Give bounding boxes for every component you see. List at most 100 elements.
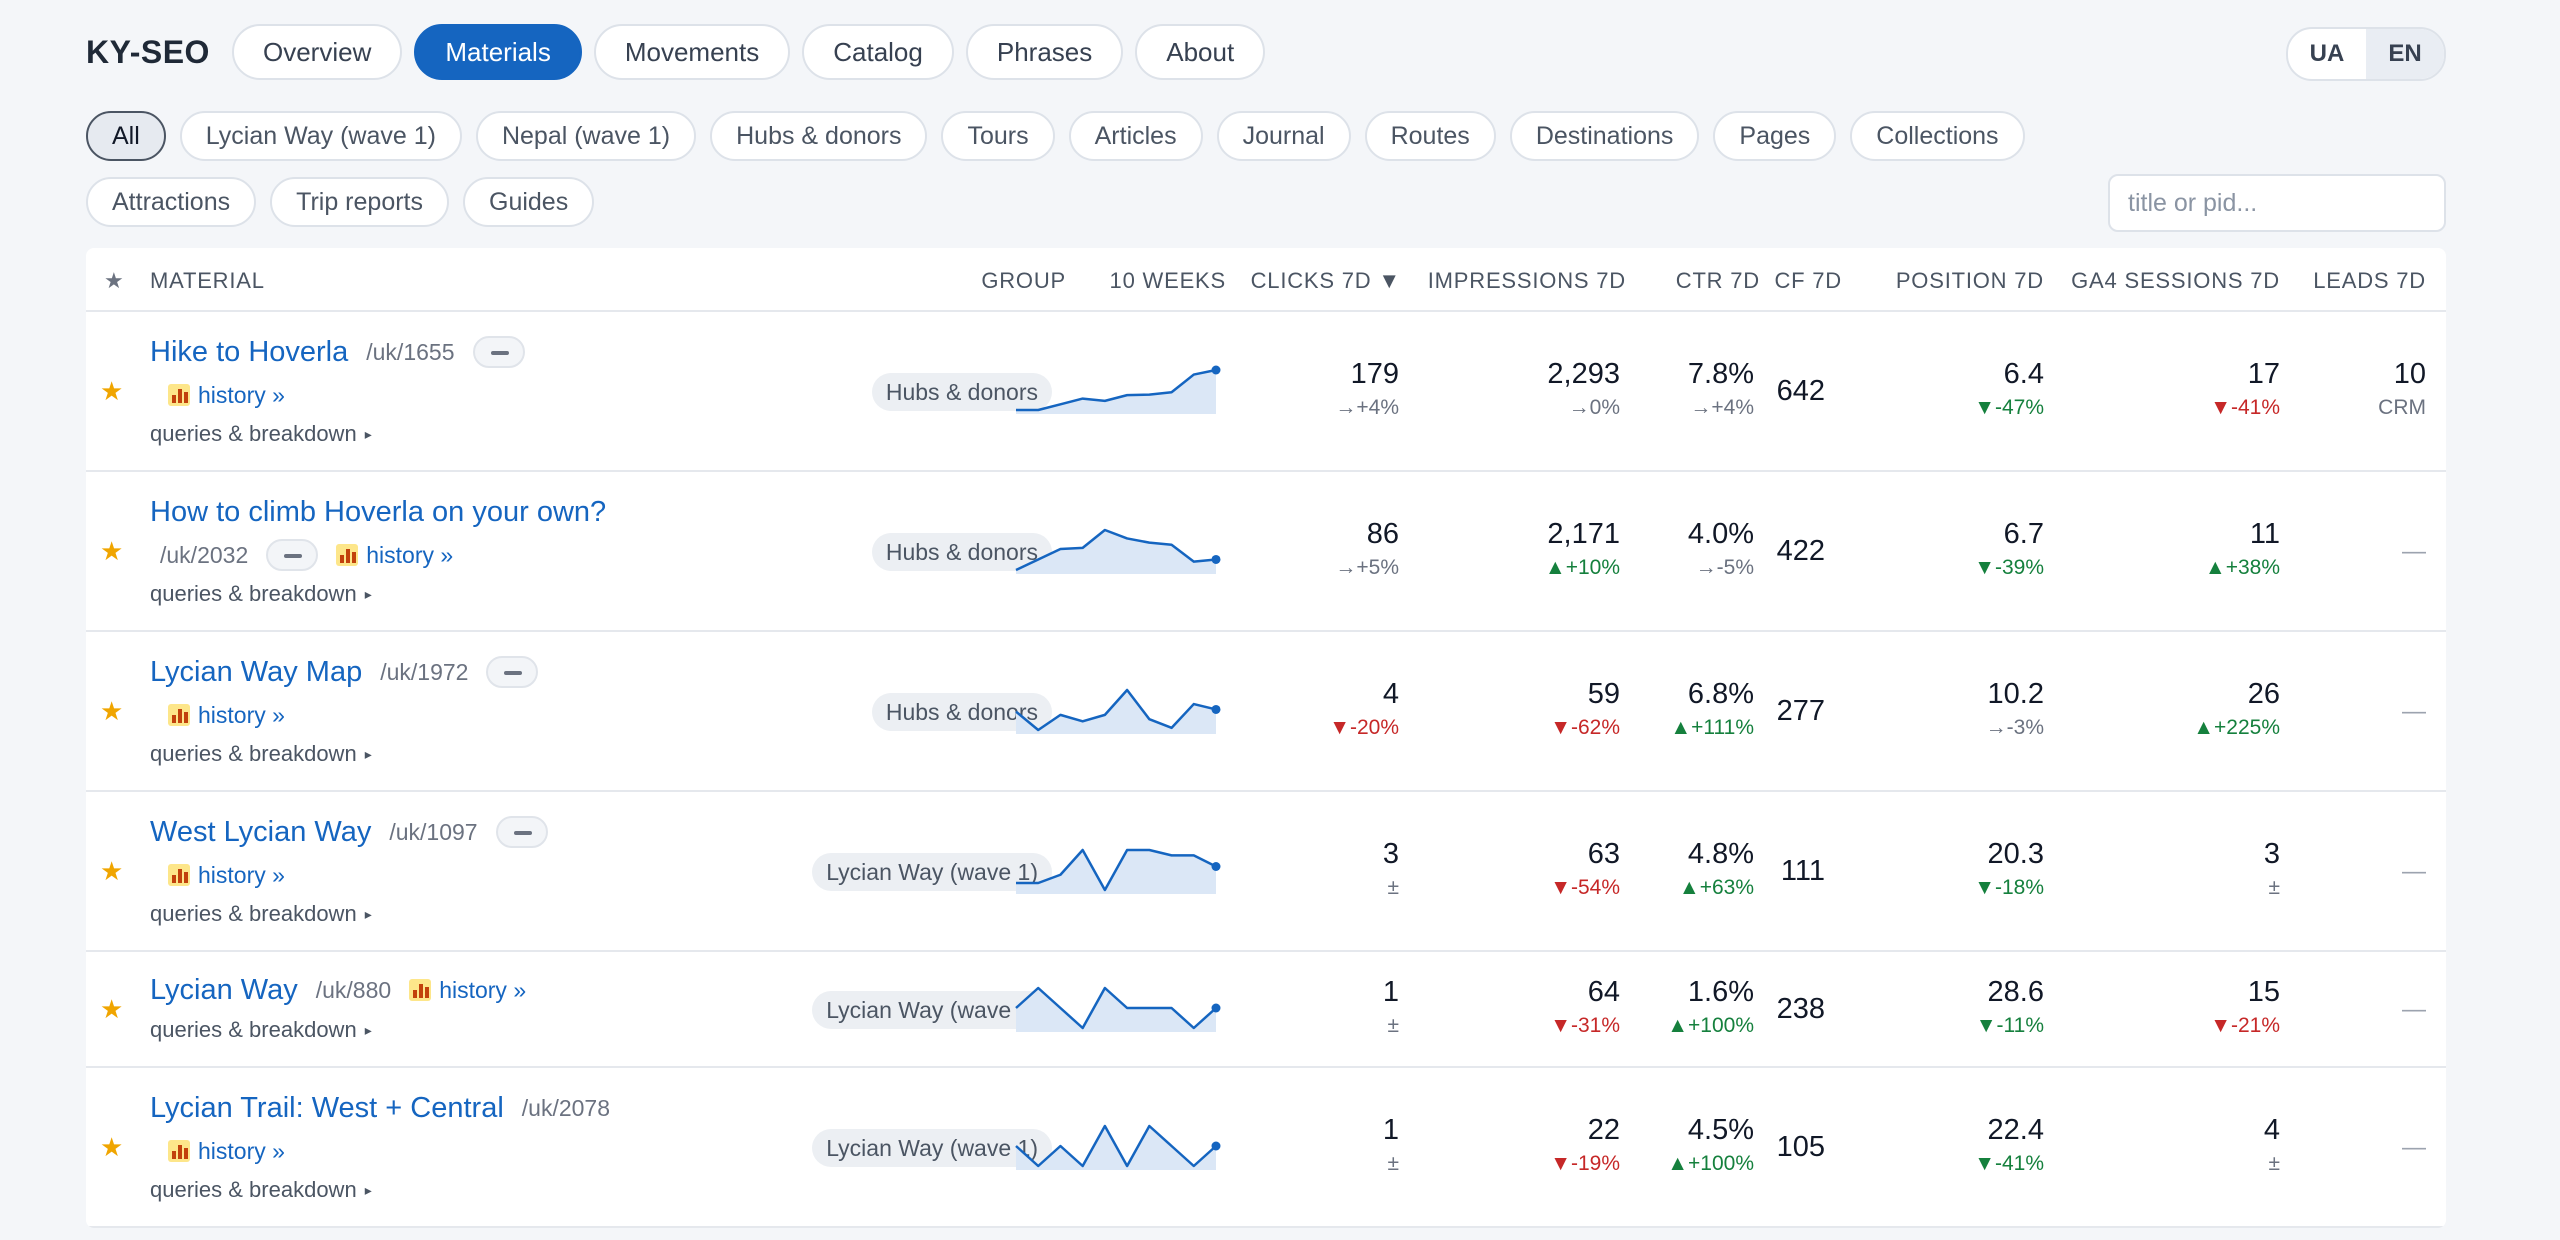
filter-chip[interactable]: Trip reports [270,177,449,227]
material-title-link[interactable]: Lycian Trail: West + Central [150,1091,504,1124]
queries-breakdown-toggle[interactable]: queries & breakdown ▸ [150,736,538,772]
cf-value: 642 [1776,375,1825,407]
impr-delta: ▼-62% [1550,716,1620,739]
star-icon[interactable]: ★ [100,856,124,886]
history-link[interactable]: history » [168,862,285,889]
tag-icon[interactable] [266,539,319,571]
lang-ua-button[interactable]: UA [2309,40,2345,67]
material-meta-line: history » [150,1130,610,1172]
filter-chip[interactable]: Journal [1216,111,1351,161]
material-title-link[interactable]: Lycian Way [150,973,298,1006]
filter-chip[interactable]: Pages [1713,111,1837,161]
chart-icon-bar [184,871,188,883]
pos-delta: →-3% [1985,716,2044,739]
nav-tab-movements[interactable]: Movements [593,24,791,80]
chart-icon [168,1139,190,1162]
material-cell: Lycian Way Map/uk/1972 history » queries &… [150,650,539,772]
star-icon[interactable]: ★ [100,376,124,406]
material-pid: /uk/1972 [380,658,469,685]
material-pid: /uk/1655 [366,338,455,365]
search-input[interactable] [2108,174,2446,232]
header-ctr[interactable]: CTR 7D [1675,268,1760,293]
header-impressions[interactable]: IMPRESSIONS 7D [1427,268,1626,293]
history-link[interactable]: history » [336,542,453,569]
star-column-header[interactable]: ★ [104,268,125,293]
clicks-value: 1 [1382,1114,1399,1146]
header-material[interactable]: MATERIAL [150,268,265,293]
pos-value: 6.4 [2003,358,2044,390]
sparkline-area [1016,690,1216,734]
star-icon[interactable]: ★ [100,994,124,1024]
nav-tab-overview[interactable]: Overview [232,24,403,80]
queries-breakdown-toggle[interactable]: queries & breakdown ▸ [150,896,548,932]
table-row: ★ Lycian Way Map/uk/1972 history » queries … [86,632,2446,792]
queries-label: queries & breakdown [150,901,357,926]
impr-value: 63 [1587,838,1620,870]
group-badge: Hubs & donors [871,533,1052,571]
material-cell: Hike to Hoverla/uk/1655 history » queries … [150,330,525,452]
clicks-delta: ▼-20% [1329,716,1399,739]
tag-icon[interactable] [486,656,539,688]
sparkline-area [1016,988,1216,1032]
filter-chip[interactable]: Collections [1850,111,2025,161]
header-position[interactable]: POSITION 7D [1895,268,2044,293]
filter-chip[interactable]: Nepal (wave 1) [475,111,697,161]
material-title-line: West Lycian Way/uk/1097 [150,810,548,854]
sparkline-last-point [1211,554,1221,564]
header-group[interactable]: GROUP [981,268,1066,293]
history-link[interactable]: history » [409,977,526,1004]
filter-chip[interactable]: Guides [463,177,595,227]
filter-chip[interactable]: Routes [1364,111,1496,161]
chart-icon [336,543,359,566]
filter-chip[interactable]: Destinations [1509,111,1700,161]
history-link[interactable]: history » [168,702,285,729]
pos-delta: ▼-47% [1974,396,2044,419]
chart-icon-bar [172,1150,176,1159]
nav-tab-phrases[interactable]: Phrases [965,24,1124,80]
material-title-link[interactable]: West Lycian Way [150,815,372,848]
nav-tab-materials[interactable]: Materials [414,24,582,80]
queries-breakdown-toggle[interactable]: queries & breakdown ▸ [150,1012,526,1048]
material-title-link[interactable]: Hike to Hoverla [150,335,349,368]
sparkline-area [1016,530,1216,574]
ctr-delta: →+4% [1690,396,1754,419]
material-cell: Lycian Trail: West + Central/uk/2078 hist… [150,1086,610,1208]
expand-icon: ▸ [364,1181,372,1198]
ctr-delta: ▲+63% [1678,876,1754,899]
queries-breakdown-toggle[interactable]: queries & breakdown ▸ [150,576,606,612]
sparkline-last-point [1211,1141,1221,1151]
star-icon[interactable]: ★ [100,696,124,726]
queries-breakdown-toggle[interactable]: queries & breakdown ▸ [150,416,525,452]
filter-chip[interactable]: Hubs & donors [710,111,928,161]
history-link[interactable]: history » [168,382,285,409]
filter-chip[interactable]: Attractions [86,177,257,227]
material-title-link[interactable]: Lycian Way Map [150,655,363,688]
tag-icon[interactable] [472,336,525,368]
header-cf[interactable]: CF 7D [1774,268,1842,293]
lang-en-button[interactable]: EN [2366,29,2444,79]
filter-chip[interactable]: All [86,111,166,161]
nav-tab-catalog[interactable]: Catalog [802,24,954,80]
nav-tab-about[interactable]: About [1135,24,1266,80]
queries-breakdown-toggle[interactable]: queries & breakdown ▸ [150,1172,610,1208]
filter-chip[interactable]: Tours [941,111,1055,161]
material-title-link[interactable]: How to climb Hoverla on your own? [150,495,607,528]
filter-chip[interactable]: Lycian Way (wave 1) [179,111,462,161]
filter-chip[interactable]: Articles [1068,111,1203,161]
pos-value: 28.6 [1987,976,2044,1008]
history-link[interactable]: history » [168,1138,285,1165]
header-leads[interactable]: LEADS 7D [2313,268,2426,293]
chart-icon-bar [178,868,182,883]
tag-icon[interactable] [495,816,548,848]
clicks-delta: ± [1387,876,1399,899]
header-clicks[interactable]: CLICKS 7D ▼ [1250,268,1401,293]
chart-icon-bar [340,554,345,563]
ga4-delta: ▼-21% [2210,1014,2280,1037]
star-icon[interactable]: ★ [100,536,124,566]
star-icon[interactable]: ★ [100,1132,124,1162]
sparkline-line [1015,688,1217,732]
material-title-line: Lycian Trail: West + Central/uk/2078 [150,1086,610,1130]
material-pid: /uk/2078 [521,1094,611,1121]
header-ga4-sessions[interactable]: GA4 SESSIONS 7D [2071,268,2280,293]
material-pid: /uk/880 [315,976,392,1003]
